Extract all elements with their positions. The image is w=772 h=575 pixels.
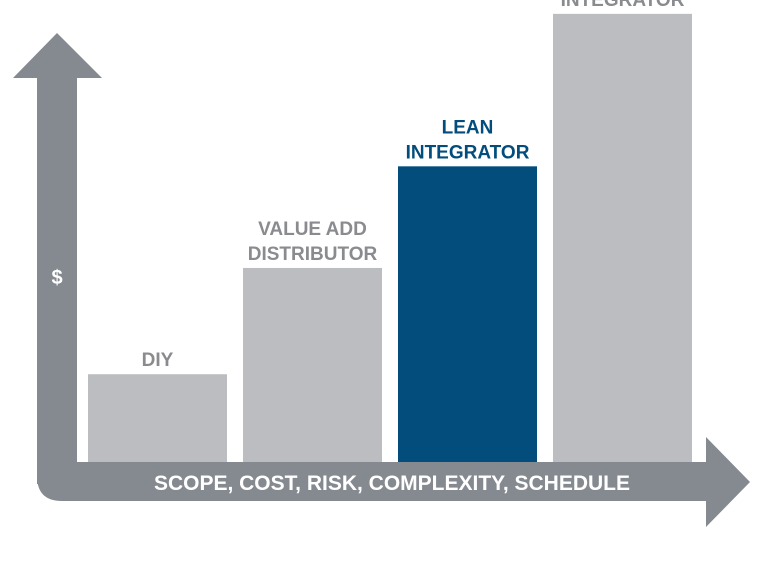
- bar-2: [398, 166, 537, 462]
- bar-3: [553, 13, 692, 463]
- bars: [88, 13, 692, 463]
- y-axis-label: $: [51, 267, 62, 289]
- bar-label-0-line-0: DIY: [142, 350, 174, 371]
- axes: [13, 33, 750, 527]
- x-axis-arrow: [37, 437, 750, 527]
- y-axis-arrow: [13, 33, 102, 484]
- bar-label-1-line-1: DISTRIBUTOR: [248, 244, 378, 265]
- bar-0: [88, 374, 227, 462]
- bar-label-1-line-0: VALUE ADD: [258, 219, 367, 240]
- bar-label-2-line-0: LEAN: [442, 117, 494, 138]
- bar-label-2-line-1: INTEGRATOR: [406, 142, 530, 163]
- x-axis-label: SCOPE, COST, RISK, COMPLEXITY, SCHEDULE: [154, 472, 630, 495]
- bar-1: [243, 267, 382, 462]
- bar-label-3-line-1: INTEGRATOR: [561, 0, 685, 11]
